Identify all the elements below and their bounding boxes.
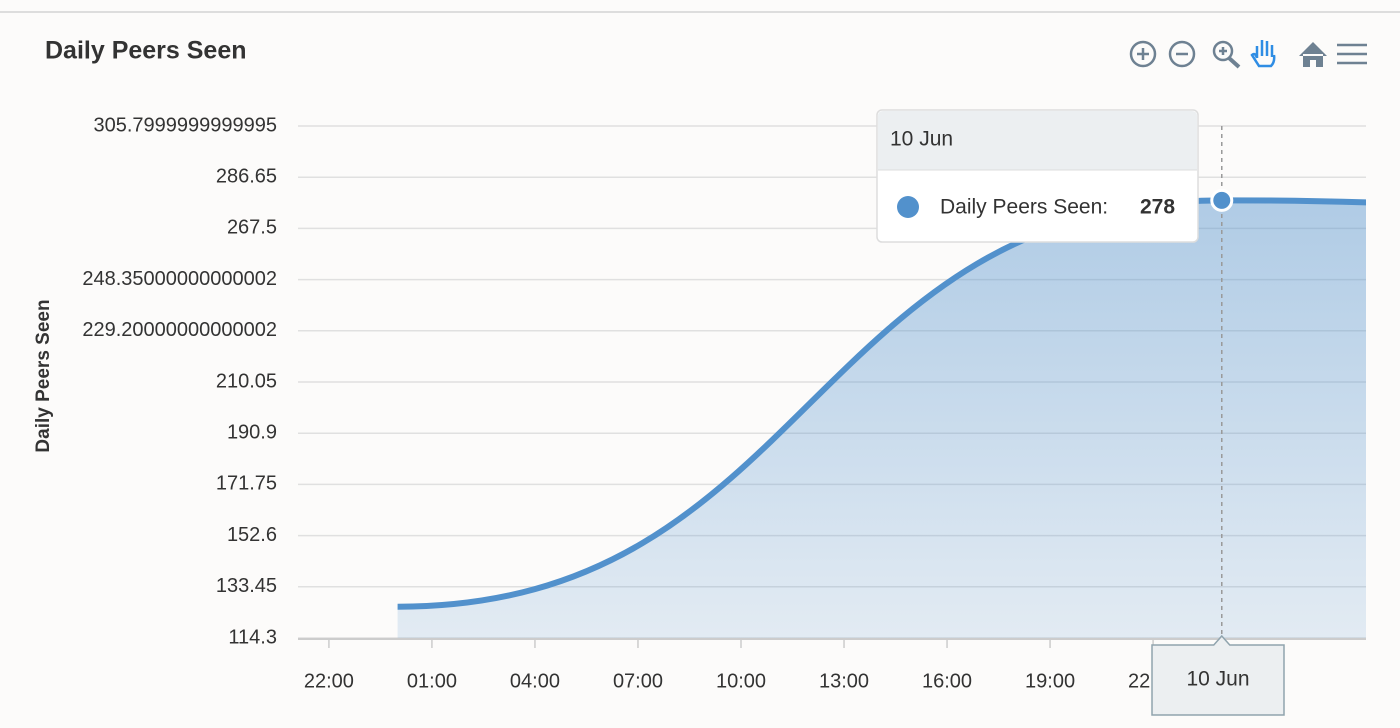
zoom-in-button[interactable]	[1129, 40, 1157, 68]
y-tick-label: 152.6	[227, 524, 277, 546]
x-tooltip: 10 Jun	[1151, 634, 1285, 716]
menu-button[interactable]	[1337, 43, 1367, 65]
tooltip-marker	[897, 196, 919, 218]
x-tick-label: 16:00	[922, 670, 972, 692]
x-tick-label: 04:00	[510, 670, 560, 692]
x-tooltip-box	[1151, 634, 1285, 716]
pan-button[interactable]	[1250, 40, 1276, 68]
x-tick-label: 22:00	[304, 670, 354, 692]
overlay: 10 Jun Daily Peers Seen: 278 10 Jun	[876, 109, 1285, 716]
y-tick-label: 133.45	[216, 575, 277, 597]
y-tick-label: 286.65	[216, 165, 277, 187]
y-tick-label: 305.7999999999995	[93, 114, 277, 136]
toolbar	[1129, 40, 1367, 69]
y-tick-label: 248.35000000000002	[82, 268, 277, 290]
y-tick-label: 210.05	[216, 370, 277, 392]
x-tooltip-label: 10 Jun	[1186, 668, 1249, 691]
reset-button[interactable]	[1299, 42, 1327, 67]
chart-title: Daily Peers Seen	[45, 37, 247, 65]
tooltip-title: 10 Jun	[890, 128, 953, 151]
x-tick-label: 07:00	[613, 670, 663, 692]
zoom-out-button[interactable]	[1168, 40, 1196, 68]
y-tick-label: 114.3	[228, 626, 277, 648]
x-tick-label: 13:00	[819, 670, 869, 692]
tooltip-label: Daily Peers Seen:	[940, 196, 1108, 219]
tooltip: 10 Jun Daily Peers Seen: 278	[876, 109, 1199, 243]
y-tick-label: 190.9	[227, 421, 277, 443]
tooltip-header-bg	[878, 111, 1197, 170]
hover-marker	[1210, 188, 1234, 212]
x-tick-label: 01:00	[407, 670, 457, 692]
tooltip-value: 278	[1140, 196, 1175, 219]
y-axis-title: Daily Peers Seen	[33, 299, 54, 452]
plot-area	[397, 197, 1366, 638]
x-tick-label: 10:00	[716, 670, 766, 692]
zoom-select-button[interactable]	[1212, 40, 1241, 69]
area-fill	[397, 200, 1366, 638]
y-tick-label: 267.5	[227, 217, 277, 239]
x-tick-label: 19:00	[1025, 670, 1075, 692]
y-tick-label: 171.75	[216, 473, 277, 495]
y-tick-label: 229.20000000000002	[82, 319, 277, 341]
